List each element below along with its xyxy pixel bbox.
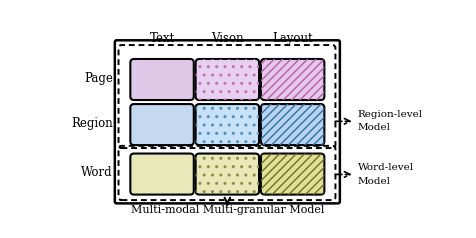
Text: Word: Word [81,166,113,179]
Text: Model: Model [357,177,391,186]
FancyBboxPatch shape [196,59,259,100]
Text: Word-level: Word-level [357,163,414,172]
Text: Vison: Vison [211,32,244,45]
FancyBboxPatch shape [261,104,324,145]
FancyBboxPatch shape [261,59,324,100]
Text: Page: Page [84,72,113,84]
FancyBboxPatch shape [196,154,259,195]
Text: Region: Region [71,117,113,130]
Text: Region-level: Region-level [357,110,423,119]
Text: Model: Model [357,123,391,132]
Text: Multi-modal Multi-granular Model: Multi-modal Multi-granular Model [131,205,324,215]
FancyBboxPatch shape [130,104,194,145]
FancyBboxPatch shape [130,59,194,100]
FancyBboxPatch shape [261,154,324,195]
FancyBboxPatch shape [196,104,259,145]
FancyBboxPatch shape [115,40,340,203]
Text: Text: Text [149,32,175,45]
Text: Layout: Layout [272,32,313,45]
FancyBboxPatch shape [130,154,194,195]
